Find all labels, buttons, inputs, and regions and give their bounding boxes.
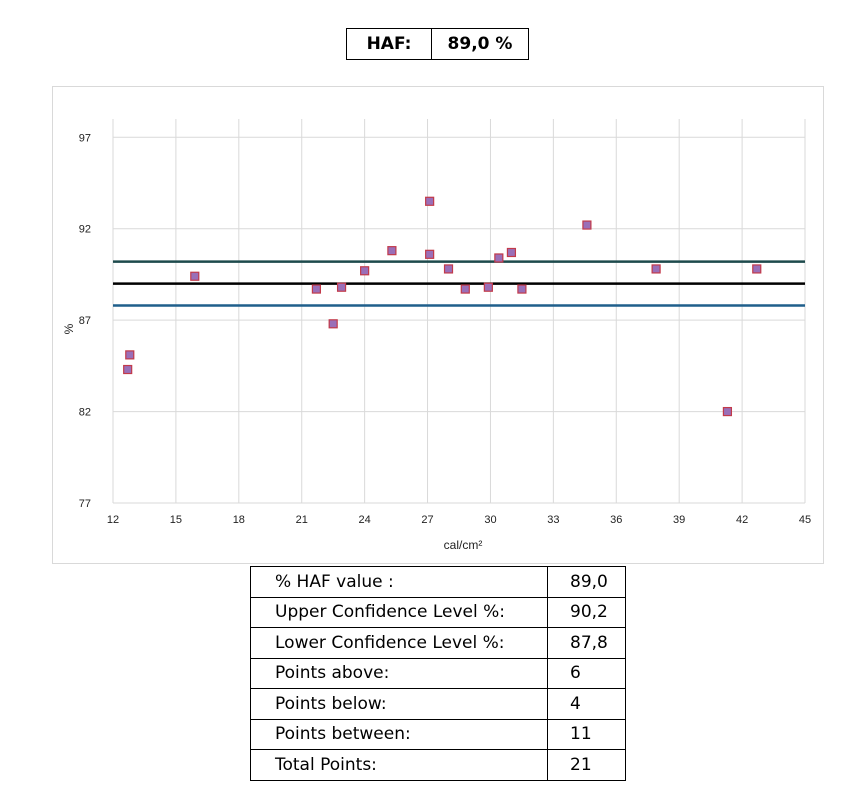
reference-lines [113, 260, 805, 307]
data-point [651, 264, 661, 274]
stats-value: 89,0 [547, 566, 626, 598]
data-point [125, 350, 135, 360]
y-tick-label: 92 [79, 224, 91, 236]
x-tick-label: 45 [799, 514, 811, 526]
data-point [190, 271, 200, 281]
data-point [336, 282, 347, 292]
x-tick-label: 36 [610, 514, 622, 526]
data-point [722, 406, 733, 417]
stats-value: 11 [547, 718, 626, 750]
stats-value: 90,2 [547, 596, 626, 628]
data-point [360, 266, 370, 276]
stats-value: 21 [547, 749, 626, 781]
haf-label: HAF: [347, 29, 432, 59]
data-point [425, 196, 435, 206]
stats-row: Points below: 4 [250, 688, 626, 720]
y-axis-ticks: 77 82 87 92 97 [79, 132, 91, 510]
stats-row: Total Points: 21 [250, 749, 626, 781]
y-tick-label: 87 [79, 315, 91, 327]
data-points [123, 196, 762, 417]
data-point [460, 284, 470, 294]
x-tick-label: 33 [547, 514, 559, 526]
stats-label: Points below: [250, 688, 548, 720]
haf-summary-box: HAF: 89,0 % [346, 28, 529, 60]
stats-label: Points above: [250, 657, 548, 689]
data-point [425, 249, 435, 259]
stats-label: % HAF value : [250, 566, 548, 598]
stats-label: Total Points: [250, 749, 548, 781]
x-tick-label: 42 [736, 514, 748, 526]
data-point [506, 247, 517, 258]
x-axis-label: cal/cm² [444, 538, 483, 552]
stats-row: Points between: 11 [250, 718, 626, 750]
stats-label: Points between: [250, 718, 548, 750]
stats-label: Upper Confidence Level %: [250, 596, 548, 628]
x-axis-ticks: 12 15 18 21 24 27 30 33 36 39 42 45 [107, 514, 811, 526]
data-point [494, 253, 504, 263]
scatter-chart: 77 82 87 92 97 12 15 18 21 24 27 30 33 36 39 42 45 cal/… [62, 119, 811, 552]
data-point [582, 220, 592, 230]
y-tick-label: 82 [79, 407, 91, 419]
stats-row: Lower Confidence Level %: 87,8 [250, 627, 626, 659]
x-tick-label: 21 [296, 514, 308, 526]
data-point [311, 284, 322, 294]
x-tick-label: 24 [359, 514, 371, 526]
data-point [328, 319, 338, 329]
data-point [443, 264, 454, 274]
data-point [752, 264, 762, 274]
x-tick-label: 30 [484, 514, 496, 526]
stats-row: Points above: 6 [250, 657, 626, 689]
haf-value: 89,0 % [447, 34, 513, 54]
x-tick-label: 27 [421, 514, 433, 526]
x-tick-label: 12 [107, 514, 119, 526]
chart-grid [112, 119, 806, 504]
stats-value: 6 [547, 657, 626, 689]
stats-label: Lower Confidence Level %: [250, 627, 548, 659]
x-tick-label: 15 [170, 514, 182, 526]
y-tick-label: 97 [79, 132, 91, 144]
data-point [123, 364, 133, 375]
data-point [517, 284, 527, 294]
stats-value: 4 [547, 688, 626, 720]
stats-table: % HAF value :89,0 Upper Confidence Level … [250, 566, 626, 781]
x-tick-label: 18 [233, 514, 245, 526]
data-point [387, 246, 397, 256]
data-point [483, 282, 493, 292]
x-tick-label: 39 [673, 514, 685, 526]
stats-row: % HAF value :89,0 [250, 566, 626, 598]
stats-row: Upper Confidence Level %: 90,2 [250, 596, 626, 628]
y-axis-label: % [62, 323, 76, 334]
stats-value: 87,8 [547, 627, 626, 659]
scatter-chart-frame: 77 82 87 92 97 12 15 18 21 24 27 30 33 36 39 42 45 cal/… [52, 86, 824, 564]
y-tick-label: 77 [79, 498, 91, 510]
